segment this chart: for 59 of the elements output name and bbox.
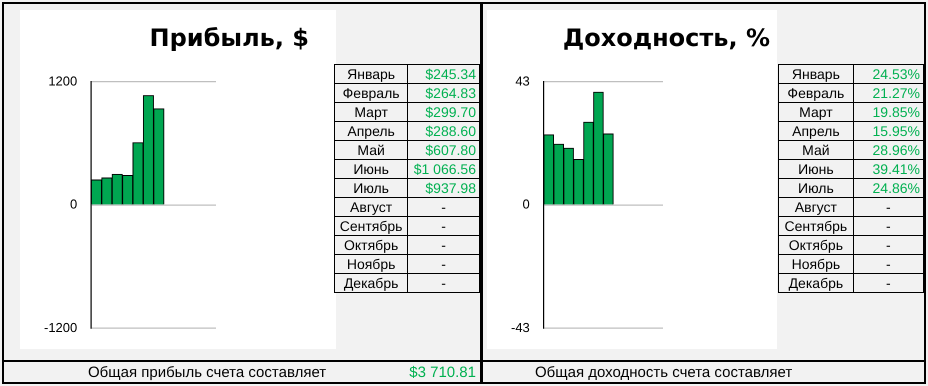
y-tick-label: 0 [522,196,530,212]
data-label: - [408,254,480,274]
data-label: - [853,216,924,236]
text: Общая прибыль счета составляет [88,363,326,383]
category-label: Июль [334,178,408,198]
data-label: - [408,274,480,292]
data-label: $1 066.56 [408,160,480,178]
data-label: 15.95% [853,122,924,140]
category-label: Апрель [778,122,854,140]
chart-title: Доходность, % [562,24,770,52]
category-label: Ноябрь [778,254,854,274]
data-label: 21.27% [853,84,924,102]
category-label: Май [334,140,408,160]
y-tick-label: 1200 [48,73,78,88]
category-label: Январь [778,64,854,84]
data-label: 24.53% [853,64,924,84]
category-label: Сентябрь [334,216,408,236]
y-tick-label: -43 [510,320,530,335]
data-label: - [408,236,480,254]
y-tick-label: 43 [515,73,530,88]
data-label: $937.98 [408,178,480,198]
category-label: Март [778,102,854,122]
data-label: $245.34 [408,64,480,84]
data-label: - [408,198,480,216]
data-label: 28.96% [853,140,924,160]
data-label: $288.60 [408,122,480,140]
chart-title: Прибыль, $ [150,24,309,52]
category-label: Январь [334,64,408,84]
data-label: $264.83 [408,84,480,102]
text: Общая доходность счета составляет [535,363,792,383]
data-label: $607.80 [408,140,480,160]
category-label: Октябрь [334,236,408,254]
category-label: Февраль [778,84,854,102]
data-label: - [853,274,924,292]
category-label: Февраль [334,84,408,102]
category-label: Март [334,102,408,122]
data-label: - [853,198,924,216]
category-label: Июнь [778,160,854,178]
data-label: 39.41% [853,160,924,178]
data-label: - [853,236,924,254]
category-label: Декабрь [334,274,408,292]
y-tick-label: 0 [70,196,78,212]
text: $3 710.81 [409,363,476,383]
category-label: Ноябрь [334,254,408,274]
category-label: Сентябрь [778,216,854,236]
data-label: $299.70 [408,102,480,122]
category-label: Май [778,140,854,160]
data-label: 19.85% [853,102,924,122]
y-tick-label: -1200 [44,320,78,335]
data-label: - [853,254,924,274]
category-label: Декабрь [778,274,854,292]
category-label: Октябрь [778,236,854,254]
category-label: Август [778,198,854,216]
data-label: 24.86% [853,178,924,198]
category-label: Апрель [334,122,408,140]
category-label: Август [334,198,408,216]
category-label: Июль [778,178,854,198]
data-label: - [408,216,480,236]
category-label: Июнь [334,160,408,178]
